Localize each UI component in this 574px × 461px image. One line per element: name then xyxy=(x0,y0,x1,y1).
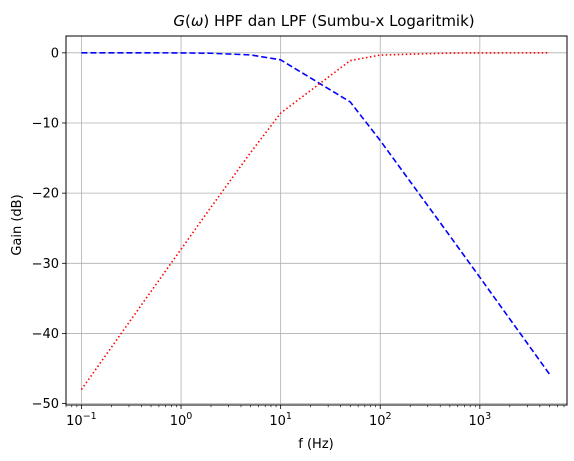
title-omega: ω xyxy=(191,12,204,30)
x-tick-label: 103 xyxy=(469,411,492,429)
y-tick-label: −20 xyxy=(32,187,59,202)
x-axis-ticks: 10−1 100 101 102 103 xyxy=(65,405,565,429)
y-tick-label: −40 xyxy=(32,327,59,342)
series-lines xyxy=(80,52,551,391)
x-tick-label: 101 xyxy=(269,411,292,429)
y-axis-label: Gain (dB) xyxy=(10,194,25,255)
y-axis-ticks: 0 −10 −20 −30 −40 −50 xyxy=(32,46,66,412)
chart-title: G(ω) HPF dan LPF (Sumbu-x Logaritmik) xyxy=(173,12,474,30)
series-line-blue-dashed xyxy=(81,52,551,375)
series-line-red-dotted xyxy=(80,52,550,391)
x-axis-label: f (Hz) xyxy=(298,437,333,452)
y-tick-label: 0 xyxy=(51,46,59,61)
y-tick-label: −10 xyxy=(32,116,59,131)
y-tick-label: −30 xyxy=(32,257,59,272)
plot-frame xyxy=(65,35,568,406)
grid-lines xyxy=(66,36,567,405)
x-tick-label: 100 xyxy=(170,411,193,429)
x-tick-label: 10−1 xyxy=(66,411,97,429)
y-tick-label: −50 xyxy=(32,397,59,412)
title-rest: HPF dan LPF (Sumbu-x Logaritmik) xyxy=(209,12,474,30)
x-tick-label: 102 xyxy=(369,411,392,429)
title-g: G xyxy=(173,12,185,30)
